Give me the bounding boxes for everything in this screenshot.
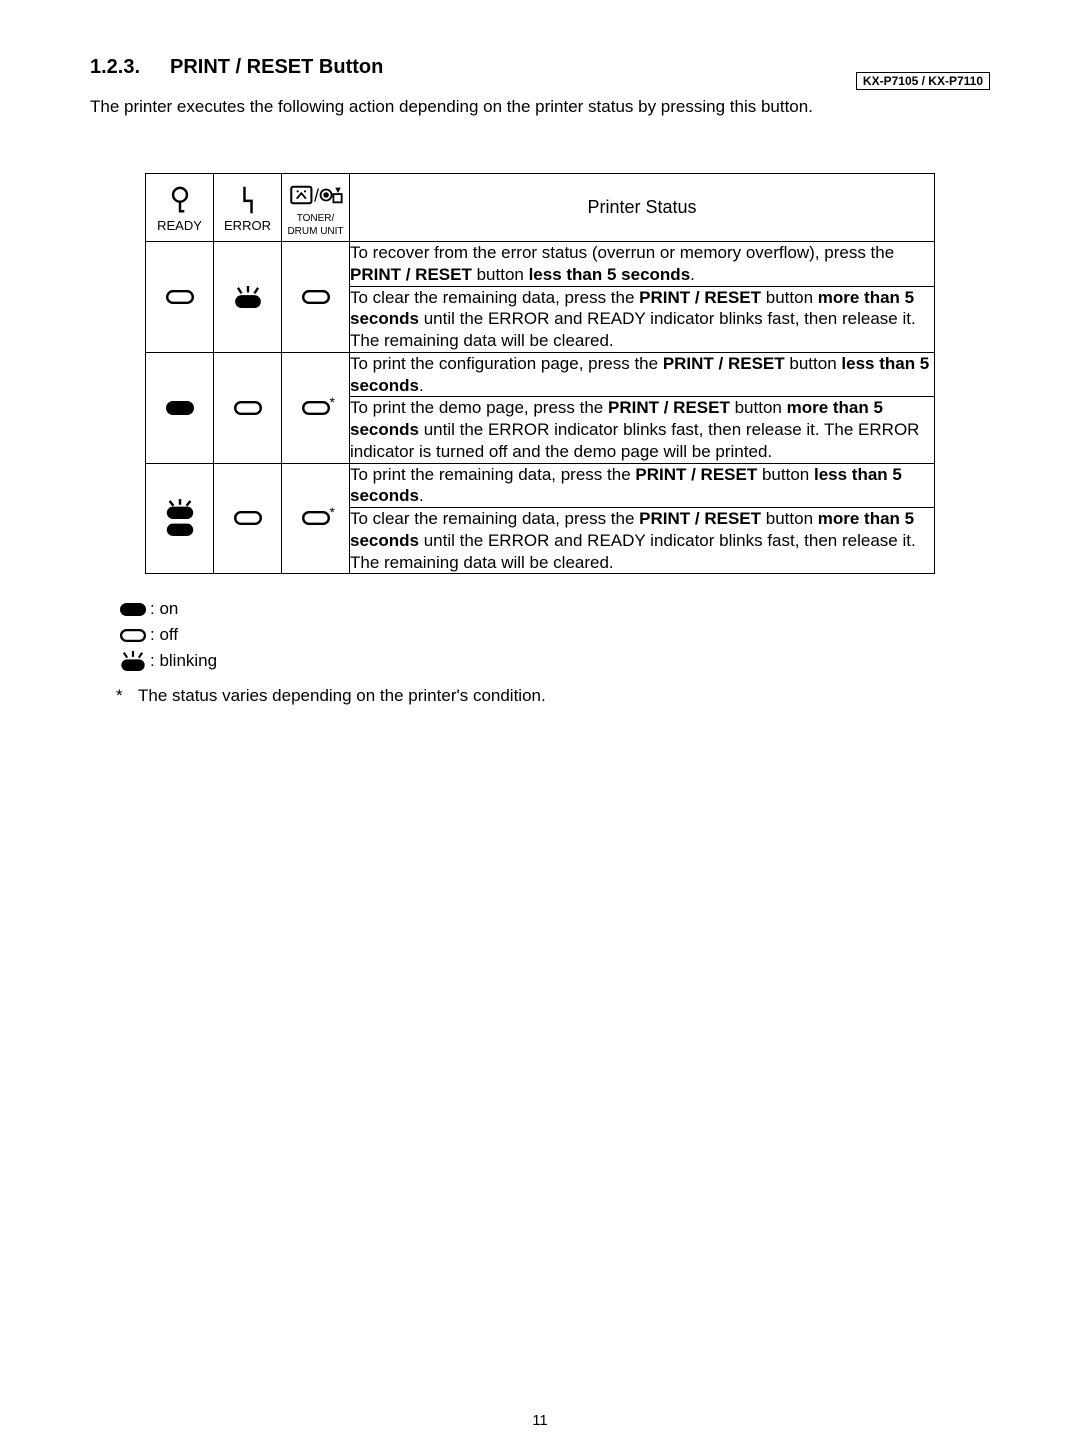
page-number: 11 (0, 1412, 1080, 1429)
footnote-asterisk: * (116, 686, 138, 706)
legend-on: : on (116, 596, 990, 622)
legend-blinking-label: : blinking (150, 651, 217, 671)
page-body: 1.2.3.PRINT / RESET Button The printer e… (0, 56, 1080, 706)
footnote-text: The status varies depending on the print… (138, 686, 546, 705)
header-drum-label1: TONER/ (282, 214, 349, 227)
model-header: KX-P7105 / KX-P7110 (856, 72, 990, 90)
legend-off-label: : off (150, 625, 178, 645)
intro-text: The printer executes the following actio… (90, 97, 990, 117)
header-drum: TONER/ DRUM UNIT (282, 174, 350, 242)
indicator-error (214, 352, 282, 463)
header-ready: READY (146, 174, 214, 242)
status-description: To print the configuration page, press t… (350, 352, 935, 397)
indicator-ready (146, 352, 214, 463)
status-description: To clear the remaining data, press the P… (350, 286, 935, 352)
blinking-icon (116, 651, 150, 671)
on-icon (116, 603, 150, 616)
header-error-label: ERROR (214, 219, 281, 234)
indicator-drum: * (282, 352, 350, 463)
indicator-ready (146, 242, 214, 353)
footnote: *The status varies depending on the prin… (116, 686, 990, 706)
indicator-error (214, 463, 282, 574)
section-number: 1.2.3. (90, 56, 170, 79)
legend-blinking: : blinking (116, 648, 990, 674)
indicator-ready (146, 463, 214, 574)
section-title: PRINT / RESET Button (170, 56, 383, 78)
status-description: To print the demo page, press the PRINT … (350, 397, 935, 463)
legend-on-label: : on (150, 599, 178, 619)
indicator-drum (282, 242, 350, 353)
status-description: To recover from the error status (overru… (350, 242, 935, 287)
ready-icon (146, 181, 213, 219)
header-ready-label: READY (146, 219, 213, 234)
indicator-drum: * (282, 463, 350, 574)
status-table: READY ERROR TONER/ DRUM UNIT Printer Sta… (145, 173, 935, 574)
header-drum-label2: DRUM UNIT (282, 227, 349, 240)
error-icon (214, 181, 281, 219)
header-error: ERROR (214, 174, 282, 242)
legend-off: : off (116, 622, 990, 648)
legend: : on : off : blinking (116, 596, 990, 674)
indicator-error (214, 242, 282, 353)
status-description: To clear the remaining data, press the P… (350, 508, 935, 574)
header-status: Printer Status (350, 174, 935, 242)
off-icon (116, 629, 150, 642)
status-description: To print the remaining data, press the P… (350, 463, 935, 508)
drum-icon (282, 176, 349, 214)
